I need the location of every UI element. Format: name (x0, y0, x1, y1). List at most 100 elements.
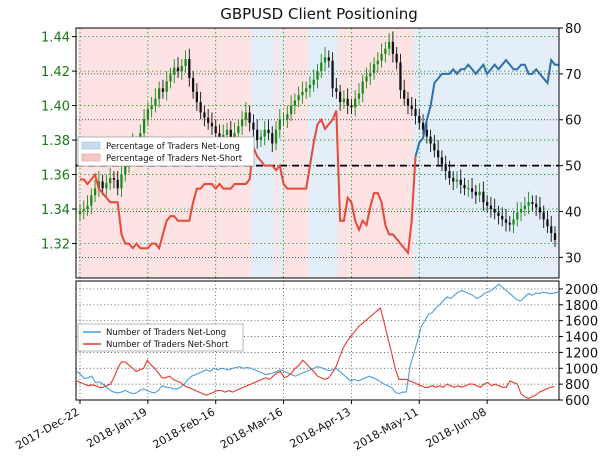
candle-up (158, 88, 161, 99)
candle-down (191, 78, 195, 92)
net-short-shade (296, 28, 301, 278)
net-short-shade (338, 28, 343, 278)
net-short-shade (398, 28, 403, 278)
net-short-shade (387, 28, 392, 278)
candle-up (342, 98, 346, 103)
percent-line-net-short-phase (80, 110, 417, 256)
net-long-shade (259, 28, 264, 278)
net-short-shade (383, 28, 388, 278)
candle-down (188, 59, 191, 78)
candle-down (395, 53, 398, 63)
candle-up (293, 100, 297, 106)
count-tick-label: 600 (565, 394, 590, 409)
percent-net-long-line (80, 57, 559, 256)
legend-swatch-net-short-pct (81, 153, 101, 162)
candle-up (146, 109, 149, 120)
price-tick-label: 1.36 (41, 169, 70, 184)
net-long-shade (462, 28, 467, 278)
net-short-shade (409, 28, 415, 278)
candle-down (218, 133, 221, 139)
candle-down (429, 136, 432, 144)
net-short-shade (402, 28, 407, 278)
net-long-shade (473, 28, 479, 278)
net-long-shade (534, 28, 539, 278)
candle-down (425, 129, 428, 137)
candle-up (467, 188, 470, 190)
count-tick-label: 1600 (565, 315, 598, 330)
percent-tick-label: 80 (565, 22, 582, 37)
candle-up (180, 65, 183, 72)
net-short-shade (368, 28, 373, 278)
candle-down (116, 179, 119, 189)
price-tick-label: 1.40 (41, 100, 70, 115)
net-long-shade (522, 28, 528, 278)
candle-up (237, 126, 240, 134)
candle-up (105, 183, 108, 189)
percent-tick-label: 40 (565, 205, 582, 220)
percent-tick-label: 50 (565, 160, 582, 175)
candle-up (478, 191, 481, 196)
net-long-shade (319, 28, 324, 278)
candle-up (376, 60, 379, 65)
candle-down (248, 112, 251, 123)
candle-down (546, 219, 549, 227)
chart-title: GBPUSD Client Positioning (220, 5, 418, 23)
top-legend: Percentage of Traders Net-Long Percentag… (77, 136, 255, 167)
net-long-shade (511, 28, 516, 278)
net-long-shade (262, 28, 268, 278)
candle-up (516, 212, 519, 220)
date-tick-label: 2018-Jun-08 (423, 405, 488, 450)
candle-down (335, 88, 338, 92)
candle-up (124, 164, 127, 175)
candle-down (452, 178, 455, 182)
candle-down (252, 122, 255, 130)
candle-up (354, 98, 357, 108)
candle-down (229, 129, 232, 141)
count-tick-label: 1800 (565, 299, 598, 314)
net-long-shade (541, 28, 546, 278)
candle-down (508, 222, 511, 225)
candle-down (437, 150, 440, 158)
net-long-shade (443, 28, 448, 278)
candle-up (263, 129, 266, 137)
net-short-shade (289, 28, 294, 278)
candle-down (203, 112, 206, 118)
candle-up (286, 114, 289, 120)
candle-down (553, 233, 557, 241)
count-tick-label: 1400 (565, 331, 598, 346)
net-long-shade (481, 28, 486, 278)
net-long-shade (489, 28, 494, 278)
candle-up (357, 93, 361, 99)
bottom-panel-frame (75, 280, 560, 401)
candle-up (120, 174, 123, 189)
candle-down (207, 117, 210, 123)
net-long-shade (466, 28, 471, 278)
candle-down (497, 212, 500, 216)
candle-down (399, 62, 402, 91)
candle-up (289, 105, 293, 115)
date-axis: 2017-Dec-22 2018-Jan-19 2018-Feb-16 2018-Ma… (13, 400, 489, 453)
candle-up (154, 98, 157, 106)
net-long-shade (526, 28, 531, 278)
top-legend-box (77, 136, 255, 167)
candle-up (109, 178, 112, 184)
net-long-shade (496, 28, 501, 278)
candle-down (403, 90, 406, 99)
candle-up (361, 81, 364, 94)
candle-down (535, 203, 538, 208)
candle-up (297, 95, 300, 101)
percent-tick-label: 60 (565, 114, 582, 129)
candle-up (165, 81, 168, 92)
net-long-shade (323, 28, 328, 278)
candle-up (455, 179, 459, 182)
candle-down (448, 171, 451, 178)
bottom-legend-box (77, 323, 244, 352)
net-short-shade (364, 28, 369, 278)
candle-down (440, 157, 444, 165)
candle-down (486, 202, 489, 206)
count-tick-label: 1000 (565, 362, 598, 377)
date-tick-label: 2018-Jan-19 (84, 405, 149, 450)
net-short-shade (379, 28, 384, 278)
